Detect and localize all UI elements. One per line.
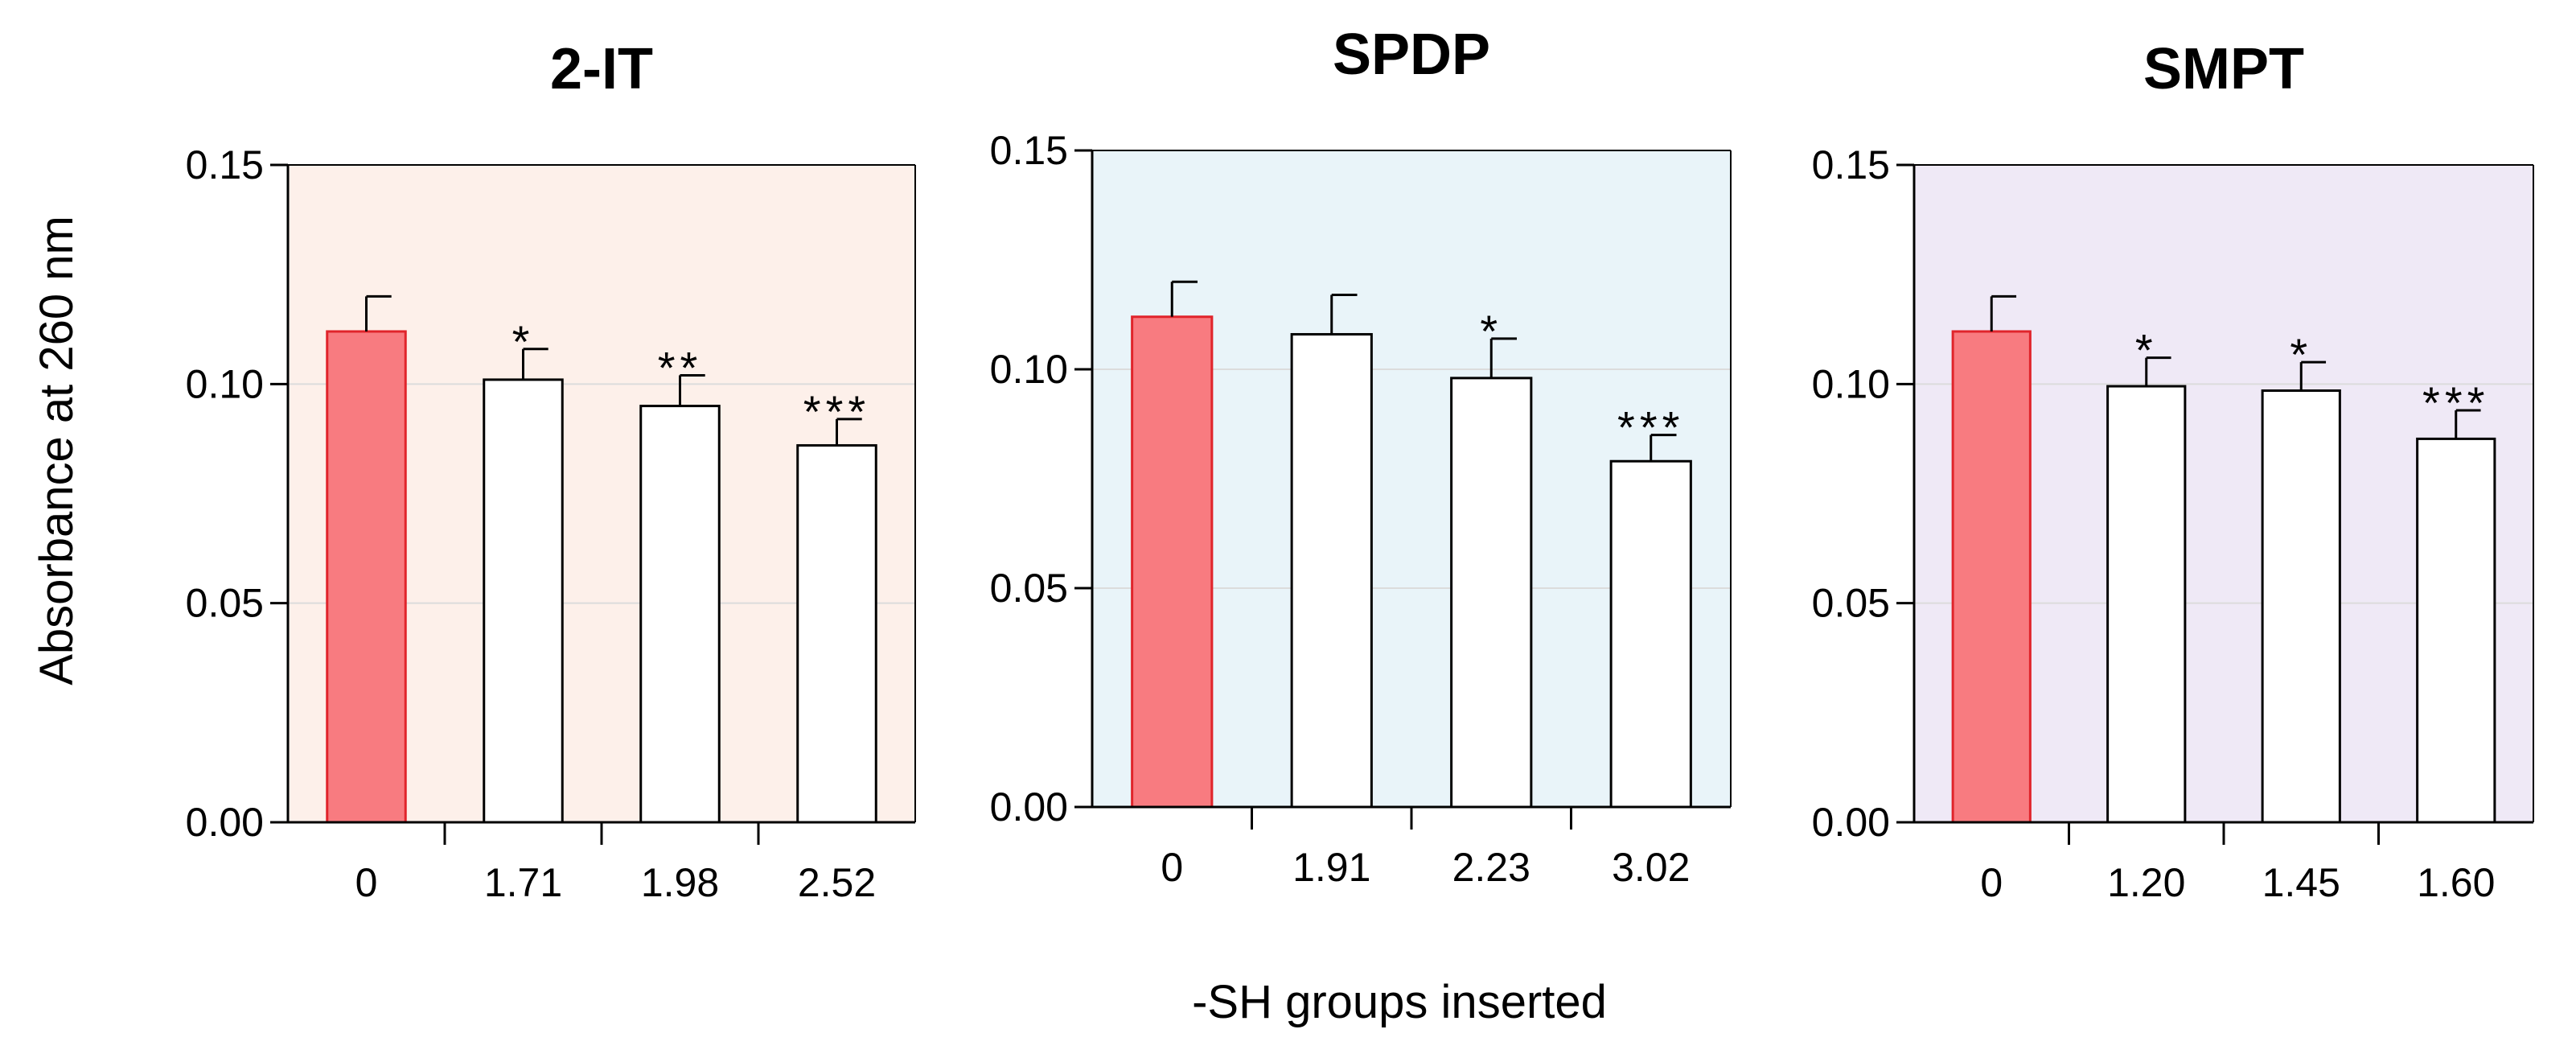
y-tick-label: 0.15 [990, 128, 1068, 173]
y-tick-label: 0.15 [186, 142, 264, 187]
x-tick-label: 2.23 [1452, 845, 1530, 890]
x-tick-label: 1.71 [484, 860, 562, 905]
y-tick-label: 0.15 [1812, 142, 1890, 187]
significance-label-3: *** [2422, 377, 2489, 428]
y-tick-label: 0.05 [990, 566, 1068, 611]
bar-3 [2416, 437, 2496, 824]
significance-label-1: * [2135, 325, 2158, 376]
x-tick-label: 2.52 [798, 860, 876, 905]
bar-2 [2261, 389, 2341, 824]
panel-title: 2-IT [550, 37, 653, 101]
significance-label-3: *** [1617, 402, 1684, 453]
x-tick-label: 1.98 [641, 860, 719, 905]
significance-label-2: ** [658, 342, 703, 393]
panel-title: SMPT [2143, 37, 2304, 101]
y-tick-label: 0.10 [990, 347, 1068, 392]
y-tick-label: 0.05 [186, 581, 264, 626]
significance-label-2: * [2290, 329, 2312, 380]
y-tick-label: 0.10 [1812, 361, 1890, 406]
y-tick-label: 0.00 [1812, 800, 1890, 845]
y-tick-label: 0.05 [1812, 581, 1890, 626]
x-tick-label: 0 [1161, 845, 1183, 890]
x-tick-label: 1.20 [2107, 860, 2185, 905]
bar-2 [639, 405, 721, 824]
bar-1 [2106, 385, 2187, 824]
x-axis-label: -SH groups inserted [1192, 976, 1607, 1028]
bar-0 [1951, 330, 2032, 824]
bar-2 [1450, 377, 1533, 809]
y-tick-label: 0.10 [186, 361, 264, 406]
y-tick-label: 0.00 [186, 800, 264, 845]
y-tick-label: 0.00 [990, 784, 1068, 830]
y-axis-label: Absorbance at 260 nm [31, 216, 83, 686]
bar-1 [483, 378, 564, 824]
chart-panel-2: 0.00 0.05 0.10 0.15 0 * 1.20 * 1.45 *** 1.60 SMPT [1812, 37, 2534, 905]
x-tick-label: 1.60 [2417, 860, 2495, 905]
bar-0 [1131, 315, 1214, 809]
bar-3 [796, 444, 877, 824]
x-tick-label: 1.45 [2262, 860, 2340, 905]
bar-3 [1609, 459, 1692, 809]
panel-title: SPDP [1333, 23, 1490, 87]
significance-label-3: *** [803, 386, 870, 437]
chart-panel-1: 0.00 0.05 0.10 0.15 0 1.91 * 2.23 *** 3.02 SPDP [990, 23, 1732, 890]
x-tick-label: 3.02 [1612, 845, 1690, 890]
significance-label-2: * [1480, 306, 1502, 356]
bar-0 [326, 330, 407, 824]
x-tick-label: 0 [355, 860, 378, 905]
chart-panel-0: 0.00 0.05 0.10 0.15 0 * 1.71 ** 1.98 *** 2.52 2-IT [186, 37, 916, 905]
x-tick-label: 1.91 [1292, 845, 1370, 890]
bar-1 [1290, 332, 1373, 809]
significance-label-1: * [512, 316, 535, 367]
x-tick-label: 0 [1980, 860, 2003, 905]
